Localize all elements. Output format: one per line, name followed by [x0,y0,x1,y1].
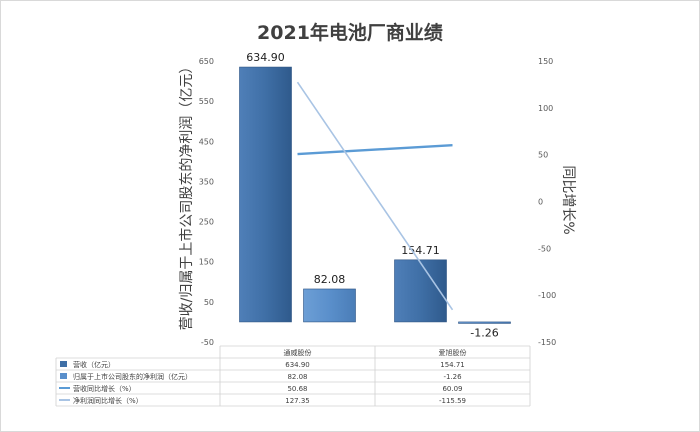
y2-tick-label: -150 [538,338,556,347]
category-label: 爱旭股份 [439,348,467,357]
y-tick-label: 350 [199,177,214,186]
data-label: -1.26 [470,326,498,339]
category-label: 通威股份 [284,348,312,357]
bar [394,259,447,323]
bar [303,288,356,323]
y-tick-label: 150 [199,258,214,267]
y2-tick-label: 150 [538,57,553,66]
y2-tick-label: 100 [538,104,553,113]
data-label: 634.90 [246,51,285,64]
table-cell: 127.35 [285,397,310,405]
chart-title: 2021年电池厂商业绩 [257,22,443,44]
data-label: 154.71 [401,244,440,257]
y2-tick-label: -50 [538,244,551,253]
y-tick-label: 450 [199,137,214,146]
y-tick-label: 550 [199,97,214,106]
legend-label: 归属于上市公司股东的净利润（亿元） [73,372,192,381]
table-cell: 154.71 [440,361,465,369]
y2-tick-label: 0 [538,198,543,207]
y-tick-label: -50 [201,338,214,347]
series-line [296,81,454,311]
legend-swatch [60,373,67,379]
table-cell: -115.59 [439,397,466,405]
legend-swatch [60,361,67,367]
y-tick-label: 50 [204,298,214,307]
y2-tick-label: -100 [538,291,556,300]
legend-label: 营收同比增长（%） [73,384,136,393]
series-line [297,144,453,156]
table-cell: -1.26 [443,373,462,381]
data-label: 82.08 [314,273,346,286]
y-tick-label: 650 [199,57,214,66]
table-cell: 50.68 [287,385,307,393]
y2-tick-label: 50 [538,151,548,160]
table-cell: 634.90 [285,361,310,369]
bar [239,66,292,323]
y-tick-label: 250 [199,218,214,227]
legend-label: 营收（亿元） [73,360,115,369]
legend-label: 净利润同比增长（%） [73,396,143,405]
table-cell: 60.09 [442,385,462,393]
bar [458,321,511,324]
table-cell: 82.08 [287,373,307,381]
